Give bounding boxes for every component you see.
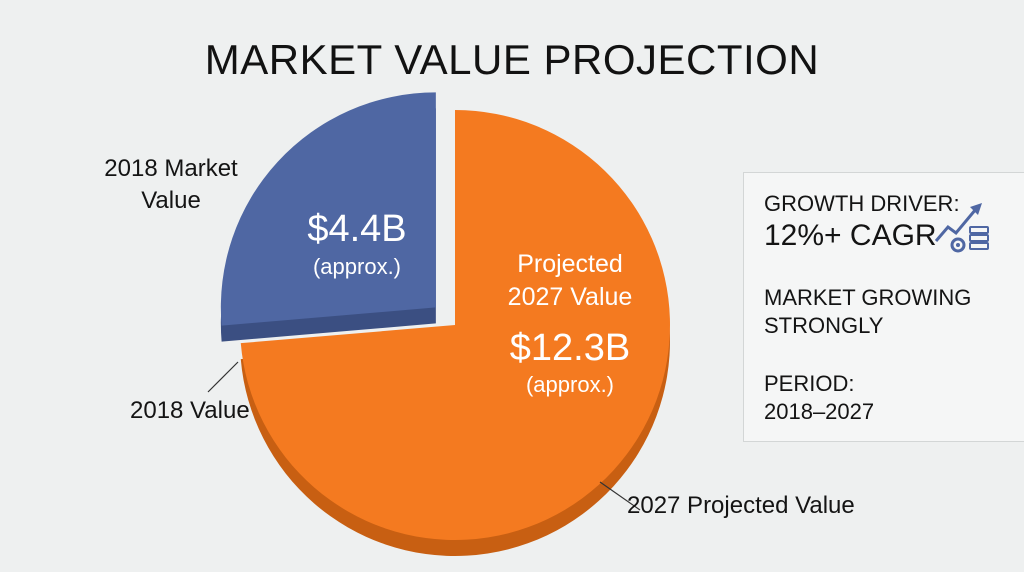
growth-driver-label: GROWTH DRIVER: — [764, 191, 960, 216]
market-growing-line1: MARKET GROWING — [764, 285, 972, 310]
market-growing-line2: STRONGLY — [764, 313, 884, 338]
pie-slice-2027-projected-value — [240, 110, 671, 540]
slice-2018-value-label: $4.4B — [307, 208, 407, 250]
label-2018-value: 2018 Value — [130, 397, 250, 424]
growth-chart-icon — [934, 203, 989, 253]
growth-driver-value: 12%+ CAGR — [764, 219, 937, 252]
leader-line-0 — [207, 361, 239, 393]
label-2018-market-line2: Value — [141, 187, 201, 214]
slice-2027-value-label: $12.3B — [509, 327, 631, 369]
label-2018-market-line1: 2018 Market — [104, 155, 238, 182]
chart-title: MARKET VALUE PROJECTION — [204, 36, 820, 83]
leader-line-1 — [599, 481, 641, 511]
slice-2027-approx-label: (approx.) — [525, 372, 615, 397]
slice-2018-approx-label: (approx.) — [312, 254, 402, 279]
period-value: 2018–2027 — [764, 399, 875, 424]
label-2027-projected-value: 2027 Projected Value — [627, 492, 855, 519]
period-label: PERIOD: — [764, 371, 855, 396]
info-box: GROWTH DRIVER: 12%+ CAGR MARKET GROWING … — [743, 172, 1024, 442]
pie-slice-2018-value — [220, 92, 436, 326]
label-2018-market-value: 2018 Market Value — [96, 153, 246, 217]
slice-2027-title-line2: 2027 Value — [507, 283, 633, 311]
slice-2027-title-line1: Projected — [517, 250, 623, 278]
